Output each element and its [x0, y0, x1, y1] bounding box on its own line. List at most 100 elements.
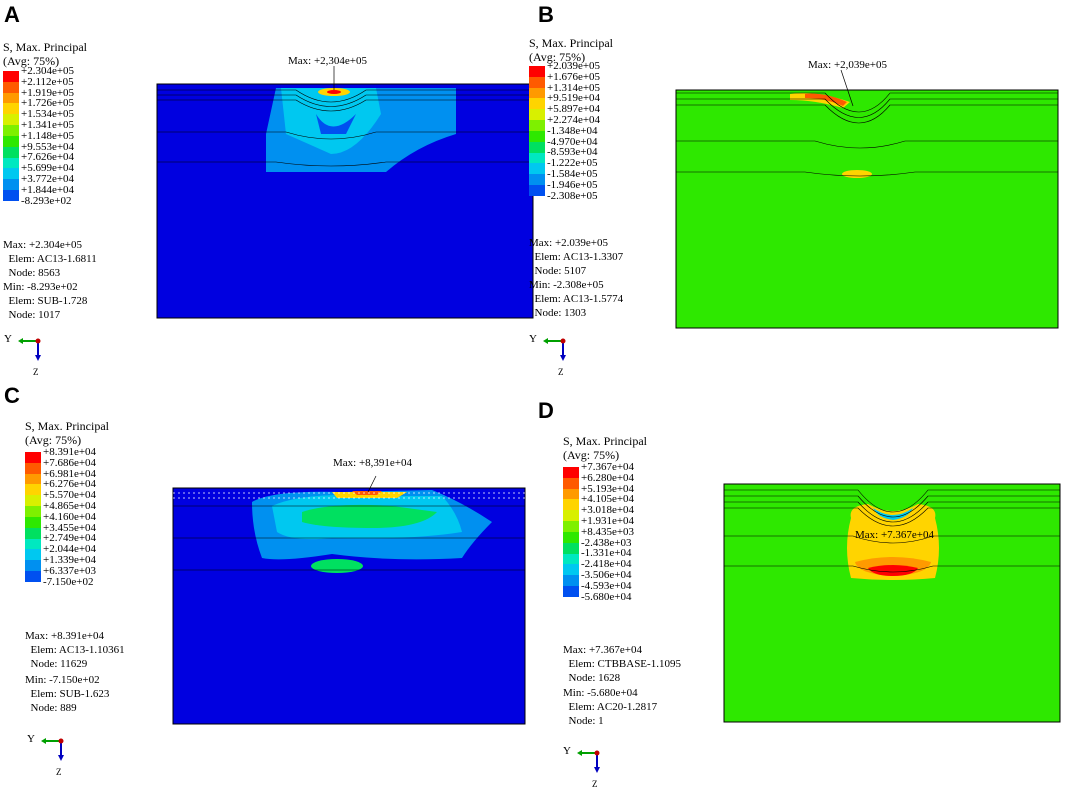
legend-swatch [3, 92, 19, 104]
legend-swatch [3, 157, 19, 169]
legend-swatch [563, 564, 579, 576]
color-legend-bar [25, 452, 41, 582]
legend-values: +2.304e+05 +2.112e+05 +1.919e+05 +1.726e+05… [21, 66, 74, 206]
legend-swatch [563, 477, 579, 489]
legend-value: +2.039e+05 [547, 60, 601, 72]
legend-value: +9.553e+04 [21, 140, 75, 153]
legend-swatch [529, 130, 545, 142]
legend-value: +1.339e+04 [43, 553, 97, 566]
color-legend-bar [3, 71, 19, 201]
legend-swatch [563, 553, 579, 565]
max-info: Max: +2.304e+05 Elem: AC13-1.6811 Node: … [3, 239, 97, 279]
legend-swatch [563, 542, 579, 554]
legend-value: -2.438e+03 [581, 536, 632, 549]
legend-swatch [529, 98, 545, 110]
color-legend-bar [563, 467, 579, 597]
legend-value: +5.897e+04 [547, 103, 601, 116]
legend-value: +9.519e+04 [547, 92, 601, 105]
legend-value: -1.331e+04 [581, 547, 632, 560]
min-info: Min: -2.308e+05 Elem: AC13-1.5774 Node: … [529, 279, 624, 319]
legend-title: S, Max. Principal (Avg: 75%) [563, 434, 647, 462]
stress-contour-plot [172, 475, 526, 725]
legend-value: +1.726e+05 [21, 97, 75, 110]
legend-swatch [529, 174, 545, 186]
axis-triad: Y Z [4, 333, 52, 381]
legend-value: +8.435e+03 [581, 525, 635, 538]
legend-value: -7.150e+02 [43, 575, 94, 588]
legend-swatch [25, 571, 41, 582]
stress-contour-plot [156, 66, 534, 319]
legend-title: S, Max. Principal (Avg: 75%) [529, 36, 613, 64]
legend-swatch [25, 484, 41, 496]
legend-value: +1.676e+05 [547, 70, 601, 83]
legend-swatch [563, 575, 579, 587]
legend-value: +2.112e+05 [21, 75, 74, 88]
legend-swatch [25, 516, 41, 528]
max-info: Max: +7.367e+04 Elem: CTBBASE-1.1095 Nod… [563, 644, 681, 684]
legend-value: +6.981e+04 [43, 467, 97, 480]
legend-value: +6.280e+04 [581, 471, 635, 484]
legend-title: S, Max. Principal (Avg: 75%) [3, 40, 87, 68]
max-info: Max: +2.039e+05 Elem: AC13-1.3307 Node: … [529, 237, 624, 277]
legend-value: +1.931e+04 [581, 514, 635, 527]
panel-letter: A [4, 2, 20, 27]
legend-swatch [3, 190, 19, 201]
max-callout: Max: +2,304e+05 [288, 55, 368, 67]
legend-swatch [3, 114, 19, 126]
legend-value: +5.699e+04 [21, 162, 75, 175]
legend-value: +6.337e+03 [43, 564, 97, 577]
legend-swatch [529, 66, 545, 77]
axis-triad: Y Z [563, 745, 611, 793]
legend-value: -1.584e+05 [547, 167, 598, 180]
legend-title: S, Max. Principal (Avg: 75%) [25, 419, 109, 447]
panel-letter: B [538, 2, 554, 27]
max-callout: Max: +7.367e+04 [855, 529, 935, 541]
legend-swatch [563, 499, 579, 511]
legend-value: -2.418e+04 [581, 558, 632, 571]
min-info: Min: -5.680e+04 Elem: AC20-1.2817 Node: … [563, 687, 658, 727]
axis-triad: Y Z [529, 333, 577, 381]
stress-contour-plot [675, 69, 1059, 329]
legend-value: -2.308e+05 [547, 189, 598, 202]
legend-value: +6.276e+04 [43, 478, 97, 491]
legend-value: +4.160e+04 [43, 510, 97, 523]
legend-swatch [3, 81, 19, 93]
panel-letter: C [4, 383, 20, 408]
legend-value: +5.570e+04 [43, 489, 97, 502]
legend-value: +8.391e+04 [43, 446, 97, 458]
legend-value: +3.772e+04 [21, 172, 75, 185]
legend-value: +1.534e+05 [21, 108, 75, 121]
legend-swatch [25, 506, 41, 517]
max-callout: Max: +2,039e+05 [808, 59, 888, 71]
legend-value: +2.304e+05 [21, 65, 75, 77]
legend-value: +1.148e+05 [21, 129, 75, 142]
legend-value: -4.970e+04 [547, 135, 598, 148]
legend-values: +2.039e+05 +1.676e+05 +1.314e+05 +9.519e+04… [547, 61, 600, 201]
legend-value: +7.367e+04 [581, 461, 635, 473]
legend-value: +7.686e+04 [43, 456, 97, 469]
legend-value: +3.018e+04 [581, 504, 635, 517]
legend-swatch [25, 452, 41, 463]
legend-value: -1.946e+05 [547, 178, 598, 191]
max-info: Max: +8.391e+04 Elem: AC13-1.10361 Node:… [25, 630, 125, 670]
legend-swatch [3, 146, 19, 158]
legend-swatch [3, 125, 19, 136]
min-info: Min: -8.293e+02 Elem: SUB-1.728 Node: 10… [3, 281, 88, 321]
legend-swatch [529, 141, 545, 153]
legend-value: -1.348e+04 [547, 124, 598, 137]
legend-swatch [563, 488, 579, 500]
legend-value: +2.274e+04 [547, 113, 601, 126]
legend-value: +4.865e+04 [43, 499, 97, 512]
legend-swatch [529, 87, 545, 99]
legend-swatch [563, 521, 579, 532]
legend-swatch [529, 185, 545, 196]
legend-swatch [529, 109, 545, 121]
legend-value: +1.314e+05 [547, 81, 601, 94]
legend-value: -4.593e+04 [581, 579, 632, 592]
legend-value: +4.105e+04 [581, 493, 635, 506]
legend-swatch [25, 473, 41, 485]
legend-swatch [563, 531, 579, 543]
legend-value: +5.193e+04 [581, 482, 635, 495]
legend-value: +2.749e+04 [43, 532, 97, 545]
legend-value: -1.222e+05 [547, 157, 598, 170]
